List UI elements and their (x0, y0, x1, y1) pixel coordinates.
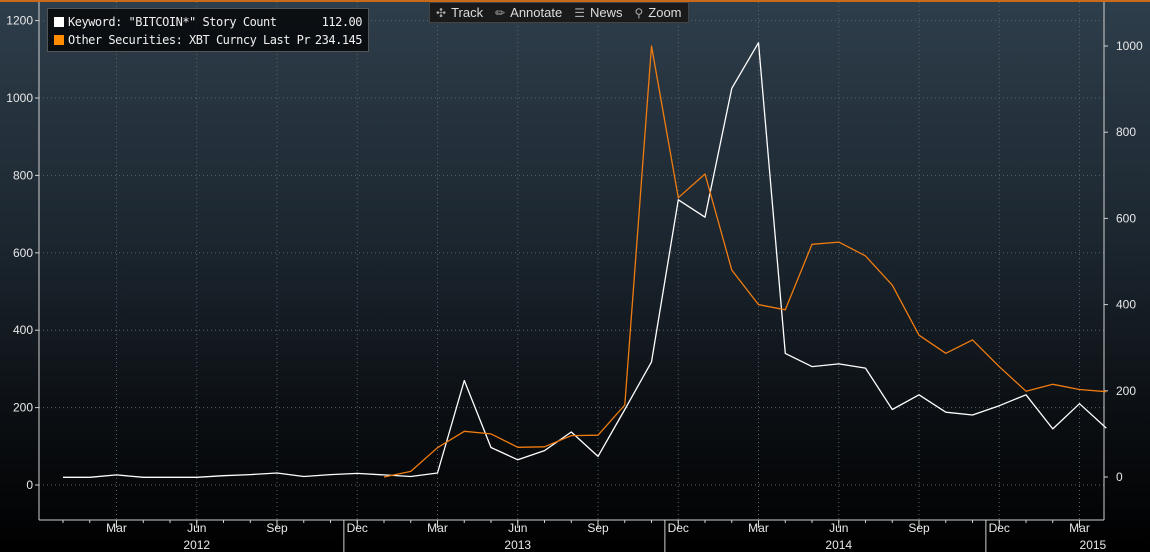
pencil-icon: ✏ (495, 5, 506, 20)
x-tick-label: Mar (748, 521, 769, 535)
y-right-tick-label: 600 (1116, 211, 1136, 225)
x-tick-label: Sep (266, 521, 288, 535)
x-tick-label: Mar (106, 521, 127, 535)
y-right-tick-label: 400 (1116, 298, 1136, 312)
annotate-label: Annotate (510, 5, 563, 20)
legend-swatch-orange (54, 35, 64, 45)
y-right-tick-label: 0 (1116, 470, 1123, 484)
x-year-label: 2014 (825, 538, 852, 552)
magnifier-icon: ⚲ (634, 5, 644, 20)
series-line-story-count (63, 42, 1107, 478)
top-accent-bar (0, 0, 1150, 2)
track-button[interactable]: ✣ Track (430, 3, 489, 22)
grid-lines (39, 2, 1104, 520)
legend-value: 234.145 (314, 33, 363, 47)
x-tick-label: Jun (508, 521, 527, 535)
y-right-tick-label: 1000 (1116, 39, 1143, 53)
news-icon: ☰ (574, 5, 585, 20)
axes (35, 2, 1108, 552)
y-left-tick-label: 1200 (6, 14, 33, 28)
legend-row-xbt-price: Other Securities: XBT Curncy Last Price … (54, 31, 363, 49)
y-left-tick-label: 0 (26, 478, 33, 492)
legend-row-story-count: Keyword: "BITCOIN*" Story Count 112.00 (54, 13, 363, 31)
x-tick-label: Jun (829, 521, 848, 535)
y-left-tick-label: 600 (13, 246, 33, 260)
x-tick-label: Dec (668, 521, 689, 535)
x-tick-label: Dec (989, 521, 1010, 535)
x-tick-label: Sep (908, 521, 930, 535)
x-tick-label: Mar (427, 521, 448, 535)
zoom-label: Zoom (648, 5, 682, 20)
x-tick-label: Jun (187, 521, 206, 535)
y-left-tick-label: 800 (13, 168, 33, 182)
x-year-label: 2013 (504, 538, 531, 552)
legend-value: 112.00 (321, 15, 363, 29)
news-button[interactable]: ☰ News (568, 3, 628, 22)
y-left-tick-label: 1000 (6, 91, 33, 105)
annotate-button[interactable]: ✏ Annotate (489, 3, 568, 22)
zoom-button[interactable]: ⚲ Zoom (628, 3, 687, 22)
track-label: Track (451, 5, 484, 20)
y-right-tick-label: 200 (1116, 384, 1136, 398)
chart-toolbar: ✣ Track ✏ Annotate ☰ News ⚲ Zoom (429, 2, 689, 23)
news-label: News (589, 5, 623, 20)
y-right-tick-label: 800 (1116, 125, 1136, 139)
y-left-tick-label: 200 (13, 401, 33, 415)
legend-label: Keyword: "BITCOIN*" Story Count (68, 15, 277, 29)
x-year-label: 2012 (183, 538, 210, 552)
tick-labels: 0 200 400 600 800 1000 1200 0 200 400 600 800 1000 Ma… (6, 14, 1143, 552)
crosshair-icon: ✣ (436, 5, 447, 20)
series-lines (63, 42, 1107, 478)
x-year-label: 2015 (1080, 538, 1107, 552)
legend-swatch-white (54, 17, 64, 27)
series-line-xbt-price (383, 45, 1107, 478)
legend: Keyword: "BITCOIN*" Story Count 112.00 O… (47, 8, 369, 52)
x-tick-label: Dec (347, 521, 368, 535)
legend-label: Other Securities: XBT Curncy Last Price (68, 33, 311, 47)
y-left-tick-label: 400 (13, 323, 33, 337)
x-tick-label: Sep (587, 521, 609, 535)
x-tick-label: Mar (1069, 521, 1090, 535)
